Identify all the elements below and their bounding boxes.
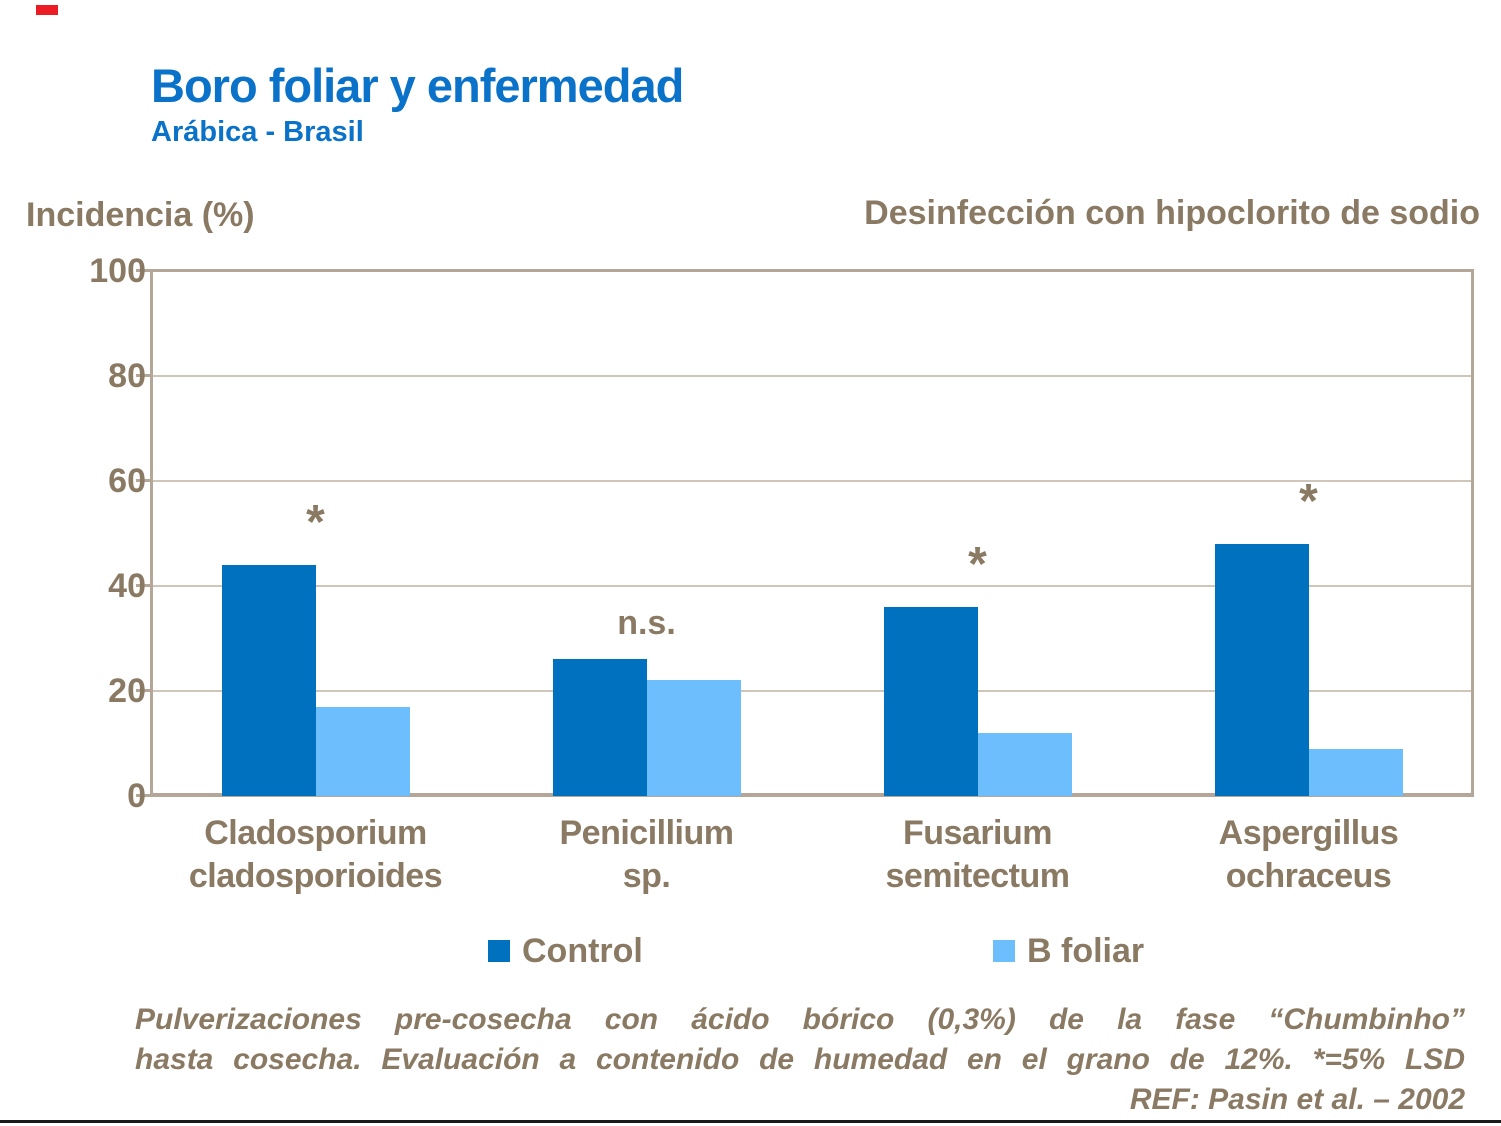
y-axis-tick-label: 0 xyxy=(127,777,146,815)
legend-item-bfoliar: B foliar xyxy=(993,932,1145,970)
significance-annotation: * xyxy=(1299,475,1318,528)
bar-bfoliar xyxy=(1308,749,1403,796)
footnote-block: Pulverizaciones pre-cosecha con ácido bó… xyxy=(135,1000,1465,1120)
y-axis-tick xyxy=(136,479,150,482)
chart-heading: Desinfección con hipoclorito de sodio xyxy=(864,194,1480,232)
bar-bfoliar xyxy=(315,707,410,796)
gridline xyxy=(153,585,1471,587)
gridline xyxy=(153,480,1471,482)
bar-bfoliar xyxy=(646,680,741,796)
gridline xyxy=(153,690,1471,692)
bar-control xyxy=(552,659,647,796)
y-axis-tick-label: 60 xyxy=(108,462,146,500)
y-axis-tick-label: 80 xyxy=(108,357,146,395)
reference-text: REF: Pasin et al. – 2002 xyxy=(1129,1083,1465,1116)
bar-bfoliar xyxy=(977,733,1072,796)
significance-annotation: n.s. xyxy=(617,604,676,642)
red-accent-mark xyxy=(36,5,58,15)
y-axis-tick-label: 40 xyxy=(108,567,146,605)
bar-control xyxy=(883,607,978,796)
slide-title: Boro foliar y enfermedad xyxy=(151,59,684,112)
category-label: Penicillium sp. xyxy=(559,814,735,895)
significance-annotation: * xyxy=(968,538,987,591)
slide-bottom-border xyxy=(0,1120,1501,1123)
y-axis-tick xyxy=(136,794,150,797)
category-label: Fusarium semitectum xyxy=(885,814,1070,895)
legend-item-control: Control xyxy=(488,932,643,970)
footnote-line-1: Pulverizaciones pre-cosecha con ácido bó… xyxy=(135,1003,1465,1036)
y-axis-tick xyxy=(136,269,150,272)
legend-label-bfoliar: B foliar xyxy=(1027,932,1145,970)
legend-label-control: Control xyxy=(522,932,643,970)
y-axis-tick xyxy=(136,374,150,377)
slide-subtitle: Arábica - Brasil xyxy=(151,116,364,148)
legend-swatch-bfoliar xyxy=(993,940,1015,962)
y-axis-tick-label: 100 xyxy=(89,252,146,290)
bar-control xyxy=(221,565,316,796)
category-label: Cladosporium cladosporioides xyxy=(188,814,443,895)
gridline xyxy=(153,375,1471,377)
legend-swatch-control xyxy=(488,940,510,962)
y-axis-tick xyxy=(136,584,150,587)
bar-control xyxy=(1214,544,1309,796)
y-axis-title: Incidencia (%) xyxy=(26,196,255,234)
footnote-line-2: hasta cosecha. Evaluación a contenido de… xyxy=(135,1043,1465,1076)
category-label: Aspergillus ochraceus xyxy=(1218,814,1399,895)
y-axis-tick-label: 20 xyxy=(108,672,146,710)
significance-annotation: * xyxy=(306,496,325,549)
y-axis-tick xyxy=(136,689,150,692)
